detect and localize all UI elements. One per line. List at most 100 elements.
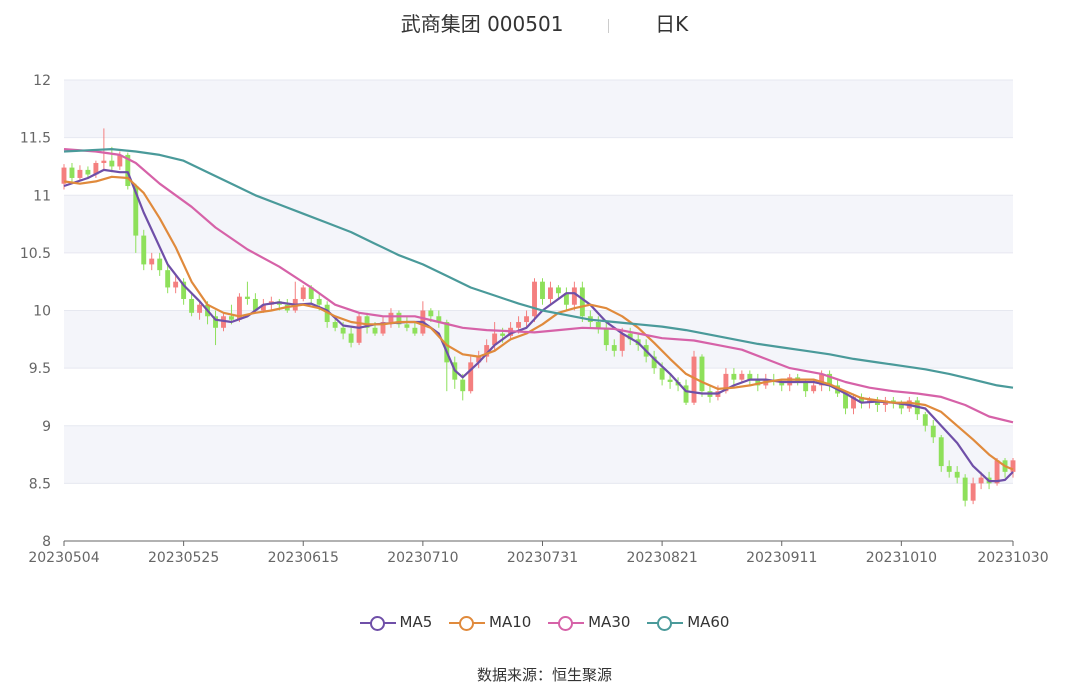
candle-body bbox=[308, 287, 314, 299]
grid-band bbox=[64, 310, 1013, 369]
candle-body bbox=[540, 281, 545, 299]
candle-body bbox=[133, 186, 139, 236]
candle-body bbox=[555, 287, 561, 294]
candle-body bbox=[476, 356, 482, 363]
candle bbox=[962, 474, 968, 507]
legend-label: MA60 bbox=[687, 613, 730, 631]
candle-body bbox=[691, 356, 697, 403]
legend-marker-icon bbox=[359, 615, 396, 631]
candle bbox=[739, 370, 745, 382]
candle-body bbox=[739, 373, 745, 380]
candle-body bbox=[595, 322, 601, 328]
candle bbox=[755, 373, 761, 392]
candle bbox=[189, 293, 195, 317]
series-line-ma30 bbox=[63, 148, 1014, 424]
candle bbox=[292, 281, 298, 313]
candle bbox=[843, 391, 848, 415]
candle-body bbox=[819, 373, 825, 386]
legend-item-ma5[interactable]: MA5 bbox=[359, 613, 433, 631]
candle-body bbox=[930, 425, 936, 438]
grid-band bbox=[64, 195, 1013, 253]
grid-band bbox=[64, 425, 1013, 484]
candle bbox=[348, 327, 354, 348]
candle-body bbox=[356, 316, 362, 343]
y-tick-label: 12 bbox=[33, 73, 51, 89]
candle bbox=[484, 339, 490, 363]
candle bbox=[149, 252, 155, 271]
candle-body bbox=[85, 169, 91, 175]
candle-body bbox=[428, 310, 434, 317]
data-source: 数据来源：恒生聚源 bbox=[476, 666, 612, 684]
candle-body bbox=[77, 169, 83, 178]
candle bbox=[380, 316, 386, 336]
candle-body bbox=[157, 258, 163, 271]
candle-body bbox=[332, 322, 338, 328]
candle bbox=[444, 319, 450, 392]
candle-body bbox=[603, 327, 609, 346]
candle-body bbox=[149, 258, 155, 265]
candle-body bbox=[532, 281, 537, 317]
x-tick-label: 20230911 bbox=[746, 550, 817, 566]
y-tick-label: 9 bbox=[42, 419, 51, 435]
candle-body bbox=[444, 322, 450, 363]
candle bbox=[221, 312, 226, 332]
grid-band bbox=[64, 80, 1013, 138]
y-tick-label: 10.5 bbox=[20, 246, 51, 262]
candle bbox=[388, 308, 394, 328]
candle bbox=[173, 275, 179, 294]
legend-item-ma60[interactable]: MA60 bbox=[647, 613, 729, 631]
candle bbox=[364, 312, 370, 334]
y-tick-label: 8 bbox=[42, 534, 51, 550]
candle-body bbox=[93, 162, 99, 175]
candle bbox=[157, 252, 163, 276]
candle-body bbox=[571, 287, 577, 305]
legend-label: MA5 bbox=[399, 613, 433, 631]
y-tick-label: 8.5 bbox=[29, 476, 51, 492]
candle-body bbox=[803, 381, 809, 392]
candle bbox=[412, 322, 418, 336]
y-tick-label: 11 bbox=[33, 188, 51, 204]
candle-body bbox=[667, 379, 673, 382]
candle-body bbox=[484, 345, 490, 357]
candle-body bbox=[946, 466, 952, 472]
candle-body bbox=[723, 373, 729, 392]
candle-body bbox=[579, 287, 585, 317]
candle-body bbox=[747, 373, 753, 380]
candle-body bbox=[396, 312, 402, 325]
candle-body bbox=[994, 460, 1000, 484]
candle-body bbox=[372, 327, 378, 334]
candle bbox=[651, 350, 657, 374]
candle-body bbox=[244, 296, 250, 299]
candle-body bbox=[213, 316, 218, 328]
candle bbox=[938, 434, 944, 472]
candle bbox=[436, 310, 442, 328]
candle-body bbox=[827, 373, 833, 386]
y-tick-label: 10 bbox=[33, 304, 51, 320]
candle bbox=[747, 370, 753, 386]
series-line-ma60 bbox=[63, 148, 1014, 389]
candle bbox=[611, 339, 617, 357]
candle bbox=[882, 396, 888, 412]
candle bbox=[699, 354, 705, 397]
x-tick-label: 20230821 bbox=[626, 550, 697, 566]
legend-item-ma10[interactable]: MA10 bbox=[449, 613, 531, 631]
candle bbox=[69, 162, 75, 184]
candle-body bbox=[970, 483, 976, 501]
candle-body bbox=[811, 385, 817, 392]
candle-body bbox=[699, 356, 705, 392]
x-tick-label: 20230615 bbox=[268, 550, 339, 566]
legend-label: MA30 bbox=[588, 613, 631, 631]
candle-body bbox=[890, 400, 896, 403]
y-tick-label: 11.5 bbox=[20, 131, 51, 147]
candle bbox=[667, 373, 673, 389]
candle bbox=[404, 316, 410, 332]
candle-body bbox=[962, 477, 968, 501]
legend-item-ma30[interactable]: MA30 bbox=[548, 613, 630, 631]
candle bbox=[595, 316, 601, 334]
candle bbox=[954, 466, 960, 484]
candle bbox=[213, 310, 218, 346]
candle bbox=[859, 393, 864, 409]
candle bbox=[181, 278, 187, 305]
candle bbox=[197, 301, 203, 320]
x-tick-label: 20230504 bbox=[28, 550, 99, 566]
